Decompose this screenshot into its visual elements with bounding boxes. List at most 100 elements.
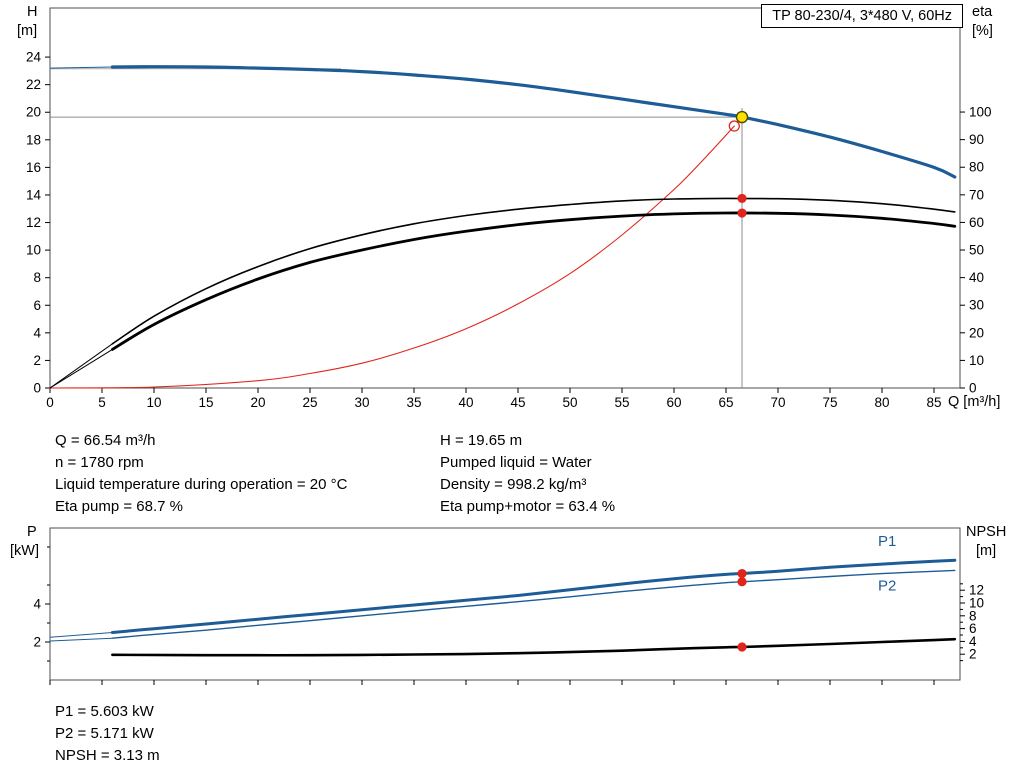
x-tick-label: 55: [614, 395, 629, 410]
p1-point: [737, 568, 747, 579]
x-tick-label: 40: [458, 395, 473, 410]
curve-label-p1: P1: [878, 533, 896, 550]
info-line-h: H = 19.65 m: [440, 432, 523, 449]
npsh-curve: [111, 637, 957, 657]
power-info: P1 = 5.603 kW P2 = 5.171 kW NPSH = 3.13 …: [55, 701, 160, 767]
left-tick-label: 18: [26, 132, 41, 147]
left-tick-label: 24: [26, 50, 42, 65]
x-tick-label: 45: [510, 395, 525, 410]
p-axis-unit: [kW]: [10, 543, 39, 559]
left-tick-label: 2: [33, 635, 41, 650]
x-tick-label: 5: [98, 395, 106, 410]
right-tick-label: 8: [969, 608, 977, 623]
right-tick-label: 50: [969, 243, 984, 258]
npsh-axis-unit: [m]: [976, 543, 997, 559]
eta-pump-motor-point: [737, 208, 747, 218]
x-tick-label: 25: [302, 395, 317, 410]
eta-pump-motor-curve: [111, 211, 957, 351]
x-tick-label: 80: [874, 395, 889, 410]
x-tick-label: 35: [406, 395, 421, 410]
info-line-npsh: NPSH = 3.13 m: [55, 747, 160, 764]
npsh-point: [737, 642, 747, 652]
x-tick-label: 0: [46, 395, 54, 410]
right-tick-label: 60: [969, 215, 984, 230]
x-tick-label: 30: [354, 395, 369, 410]
p1-curve-lead: [49, 632, 113, 638]
qh-eta-chart-border: [49, 7, 961, 389]
x-tick-label: 75: [822, 395, 837, 410]
x-tick-label: 20: [250, 395, 265, 410]
p2-curve-lead: [49, 637, 113, 642]
right-tick-label: 100: [969, 105, 992, 120]
duty-point: [735, 110, 749, 124]
system-curve-point: [728, 120, 740, 132]
right-tick-label: 20: [969, 325, 984, 340]
right-tick-label: 6: [969, 621, 977, 636]
right-tick-label: 2: [969, 647, 977, 662]
eta-pump-curve-lead: [49, 343, 113, 389]
left-tick-label: 6: [33, 298, 41, 313]
left-tick-label: 2: [33, 353, 41, 368]
qh-curve-lead: [49, 66, 113, 69]
info-line-liquid: Pumped liquid = Water: [440, 454, 592, 471]
x-tick-label: 10: [146, 395, 161, 410]
info-line-density: Density = 998.2 kg/m³: [440, 476, 587, 493]
info-line-eta-pump-motor: Eta pump+motor = 63.4 %: [440, 498, 616, 515]
left-tick-label: 20: [26, 105, 41, 120]
right-tick-label: 4: [969, 634, 977, 649]
h-axis-unit: [m]: [17, 23, 38, 39]
pump-title-text: TP 80-230/4, 3*480 V, 60Hz: [772, 8, 952, 24]
eta-pump-point: [737, 193, 747, 204]
duty-info-right: H = 19.65 m Pumped liquid = Water Densit…: [440, 430, 615, 518]
p-axis-symbol: P: [27, 524, 37, 540]
right-tick-label: 30: [969, 298, 984, 313]
p2-point: [737, 577, 747, 587]
eta-pump-curve: [111, 197, 956, 345]
right-tick-label: 80: [969, 160, 984, 175]
info-line-p1: P1 = 5.603 kW: [55, 703, 154, 720]
x-tick-label: 65: [718, 395, 733, 410]
x-tick-label: 15: [198, 395, 213, 410]
eta-pump-motor-curve-lead: [49, 348, 113, 389]
x-tick-label: 70: [770, 395, 785, 410]
left-tick-label: 10: [26, 243, 41, 258]
right-tick-label: 70: [969, 187, 984, 202]
duty-info-left: Q = 66.54 m³/h n = 1780 rpm Liquid tempe…: [55, 430, 347, 518]
curve-label-p2: P2: [878, 578, 896, 595]
x-tick-label: 50: [562, 395, 577, 410]
npsh-axis-symbol: NPSH: [966, 524, 1007, 540]
right-tick-label: 10: [969, 596, 984, 611]
left-tick-label: 16: [26, 160, 41, 175]
right-tick-label: 10: [969, 353, 984, 368]
x-tick-label: 60: [666, 395, 681, 410]
left-tick-label: 4: [33, 325, 41, 340]
info-line-eta-pump: Eta pump = 68.7 %: [55, 498, 183, 515]
qh-curve: [110, 65, 957, 179]
info-line-q: Q = 66.54 m³/h: [55, 432, 156, 449]
h-axis-symbol: H: [27, 4, 38, 20]
right-tick-label: 40: [969, 270, 984, 285]
q-axis-label: Q [m³/h]: [948, 394, 1001, 410]
left-tick-label: 14: [26, 187, 42, 202]
p2-curve: [111, 569, 956, 639]
left-tick-label: 8: [33, 270, 41, 285]
info-line-n: n = 1780 rpm: [55, 454, 144, 471]
left-tick-label: 0: [33, 381, 41, 396]
info-line-p2: P2 = 5.171 kW: [55, 725, 154, 742]
right-tick-label: 0: [969, 381, 977, 396]
power-npsh-chart-border: [49, 527, 961, 681]
left-tick-label: 4: [33, 597, 41, 612]
pump-title-box: TP 80-230/4, 3*480 V, 60Hz: [761, 4, 963, 28]
eta-axis-symbol: eta: [972, 4, 993, 20]
right-tick-label: 90: [969, 132, 984, 147]
info-line-temp: Liquid temperature during operation = 20…: [55, 476, 348, 493]
eta-axis-unit: [%]: [972, 23, 993, 39]
left-tick-label: 22: [26, 77, 41, 92]
p1-curve: [110, 558, 957, 634]
x-tick-label: 85: [926, 395, 941, 410]
right-tick-label: 12: [969, 583, 984, 598]
system-curve: [49, 125, 735, 389]
left-tick-label: 12: [26, 215, 41, 230]
